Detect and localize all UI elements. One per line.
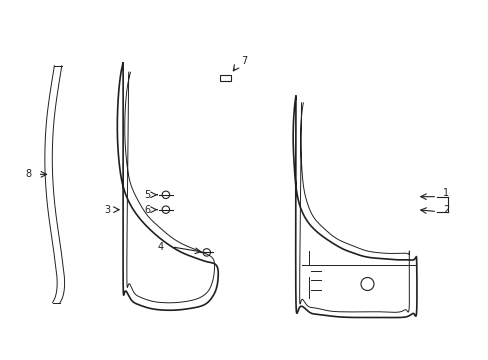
Text: 3: 3 bbox=[104, 205, 110, 215]
Text: 2: 2 bbox=[443, 205, 448, 215]
Text: 4: 4 bbox=[157, 242, 163, 252]
Text: 7: 7 bbox=[240, 56, 246, 66]
Text: 8: 8 bbox=[25, 169, 31, 179]
Text: 5: 5 bbox=[144, 190, 150, 200]
Text: 6: 6 bbox=[144, 205, 150, 215]
Text: 1: 1 bbox=[443, 188, 448, 198]
Bar bbox=[219, 75, 230, 81]
